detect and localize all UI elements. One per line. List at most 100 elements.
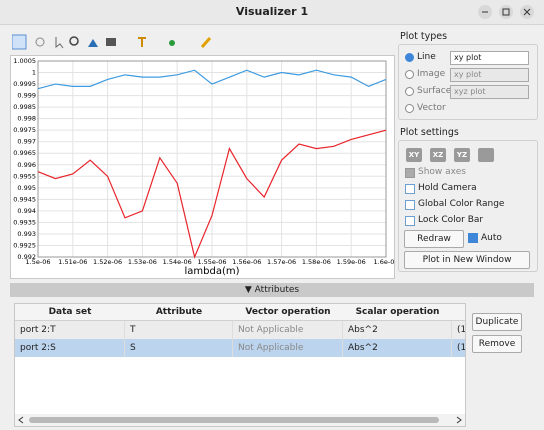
title-bar: Visualizer 1 [0,0,544,25]
x-tick-label: 1.58e-06 [302,258,331,266]
column-header: Vector operation [233,304,344,321]
tool-camera[interactable] [106,38,116,46]
y-tick-label: 0.992 [17,253,36,261]
radio-label: Surface [417,86,452,96]
attributes-bar[interactable]: ▼ Attributes [10,283,534,297]
chart: 0.992 0.9925 0.993 0.9935 0.994 0.9945 0.995 0.… [13,57,398,277]
tool-brush[interactable] [200,37,212,48]
cell: Abs^2 [343,339,452,357]
save-view-button[interactable] [478,148,494,162]
toolbar [12,34,212,50]
radio-surface[interactable] [405,87,414,96]
plot-frame [37,60,387,258]
checkbox-label: Lock Color Bar [418,215,484,225]
y-tick-label: 0.9965 [13,149,36,157]
cell: port 2:S [15,339,125,357]
y-tick-label: 0.997 [17,138,36,146]
radio-label: Vector [417,103,446,113]
redraw-button[interactable]: Redraw [404,230,464,248]
x-tick-label: 1.53e-06 [128,258,157,266]
x-tick-label: 1.55e-06 [197,258,226,266]
y-tick-label: 1.0005 [13,57,36,65]
y-tick-label: 0.993 [17,230,36,238]
radio-line[interactable] [405,53,414,62]
window-title: Visualizer 1 [235,5,309,18]
column-header: Attribute [125,304,234,321]
close-button[interactable] [520,5,534,19]
y-tick-label: 0.994 [17,207,36,215]
attributes-table: Data set Attribute Vector operation Scal… [14,303,466,427]
dropdown[interactable]: xy plot [450,51,529,65]
plot-settings-group [398,140,538,272]
cell: Not Applicable [233,321,343,339]
remove-button[interactable]: Remove [472,335,522,353]
radio-label: Image [417,69,446,79]
cell: port 2:T [15,321,125,339]
new-window-button[interactable]: Plot in New Window [404,251,530,269]
x-tick-label: 1.51e-06 [58,258,87,266]
checkbox[interactable] [405,168,415,178]
x-tick-label: 1.6e-06 [374,258,394,266]
cell: T [125,321,233,339]
horizontal-scrollbar[interactable] [15,414,465,426]
x-tick-label: 1.52e-06 [93,258,122,266]
view-button[interactable]: YZ [454,148,470,162]
attributes-title: Attributes [254,285,300,295]
x-tick-label: 1.59e-06 [337,258,366,266]
plot-area: 0.992 0.9925 0.993 0.9935 0.994 0.9945 0.995 0.… [10,55,398,279]
y-tick-label: 0.9985 [13,103,36,111]
maximize-button[interactable] [499,5,513,19]
radio-image[interactable] [405,70,414,79]
data-line [37,69,387,90]
table-row-selected[interactable]: port 2:S S Not Applicable Abs^2 (1 [15,339,465,357]
radio-label: Line [417,52,436,62]
checkbox-label: Hold Camera [418,183,477,193]
cell: (1 [452,321,465,339]
view-button[interactable]: XZ [430,148,446,162]
tool-pan[interactable] [35,37,45,47]
checkbox[interactable] [405,184,415,194]
y-tick-label: 0.9955 [13,172,36,180]
cell: Abs^2 [343,321,452,339]
y-tick-label: 0.9975 [13,126,36,134]
column-header [452,304,465,321]
column-header: Data set [15,304,126,321]
duplicate-button[interactable]: Duplicate [472,313,522,331]
y-tick-label: 0.9995 [13,80,36,88]
column-header: Scalar operation [343,304,453,321]
x-axis-label: lambda(m) [184,266,239,277]
tool-magnify[interactable] [69,36,79,46]
tool-text[interactable] [138,37,146,47]
checkbox[interactable] [405,200,415,210]
cell: (1 [452,339,465,357]
radio-vector[interactable] [405,104,414,113]
checkbox-label: Auto [481,233,502,243]
table-row[interactable]: port 2:T T Not Applicable Abs^2 (1 [15,321,465,339]
tool-zoom[interactable] [12,34,27,50]
view-button[interactable]: XY [406,148,422,162]
tool-marker[interactable] [169,40,175,46]
y-tick-label: 0.995 [17,184,36,192]
checkbox[interactable] [468,233,478,243]
group-title: Plot types [400,31,448,42]
x-tick-label: 1.54e-06 [163,258,192,266]
y-tick-label: 0.9945 [13,195,36,203]
data-line [37,129,387,259]
y-tick-label: 0.996 [17,161,36,169]
x-tick-label: 1.5e-06 [26,258,51,266]
checkbox[interactable] [405,216,415,226]
tool-surface[interactable] [88,39,98,47]
plot-types-group [398,44,538,120]
tool-select[interactable] [55,37,64,49]
dropdown[interactable]: xyz plot [450,85,529,99]
group-title: Plot settings [400,127,459,138]
y-tick-label: 0.999 [17,92,36,100]
y-tick-label: 0.9935 [13,218,36,226]
checkbox-label: Show axes [418,167,466,177]
dropdown[interactable]: xy plot [450,68,529,82]
minimize-button[interactable] [478,5,492,19]
y-tick-label: 0.998 [17,115,36,123]
cell: S [125,339,233,357]
checkbox-label: Global Color Range [418,199,505,209]
